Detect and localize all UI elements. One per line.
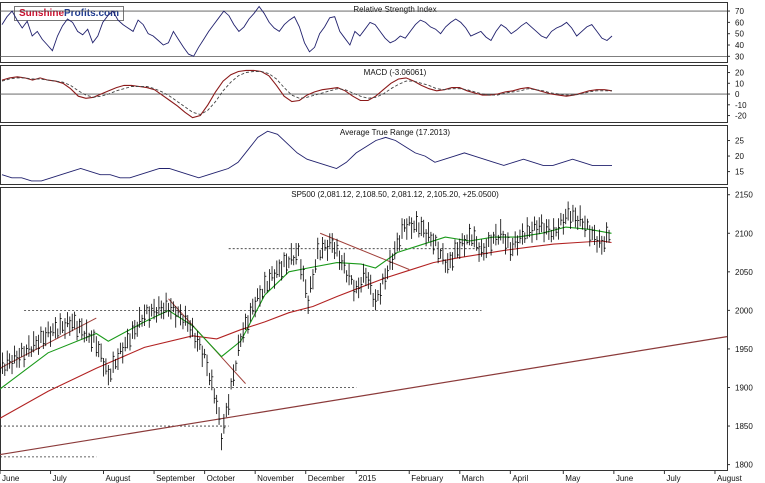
y-tick-label: 2150: [735, 191, 753, 200]
macd-signal-line: [1, 71, 612, 115]
logo-part-profits: Profits.com: [64, 8, 120, 19]
y-tick-label: 2000: [735, 306, 753, 315]
atr-line: [1, 130, 612, 182]
panel-title-atr: Average True Range (17.2013): [340, 128, 450, 137]
x-tick-label: November: [257, 474, 294, 483]
x-tick-label: May: [565, 474, 580, 483]
y-tick-label: 10: [735, 79, 744, 88]
y-tick-label: 1800: [735, 461, 753, 470]
y-tick-label: 2050: [735, 268, 753, 277]
y-tick-label: 1900: [735, 383, 753, 392]
panel-frame-rsi: [0, 2, 728, 63]
x-tick-label: October: [207, 474, 236, 483]
panel-frame-atr: [0, 125, 728, 185]
y-tick-label: 30: [735, 52, 744, 61]
macd-line: [1, 69, 613, 119]
panel-frame-sp500: [0, 187, 728, 471]
trend-line: [319, 232, 410, 270]
y-tick-label: 0: [735, 90, 740, 99]
y-tick-label: 50: [735, 30, 744, 39]
panel-title-macd: MACD (-3.06061): [364, 68, 427, 77]
logo-part-sunshine: Sunshine: [19, 8, 65, 19]
x-tick-label: June: [2, 474, 20, 483]
x-tick-label: July: [666, 474, 680, 483]
panel-title-sp500: SP500 (2,081.12, 2,108.50, 2,081.12, 2,1…: [291, 190, 499, 199]
y-tick-label: -20: [735, 112, 747, 121]
x-tick-label: July: [53, 474, 67, 483]
x-tick-label: February: [411, 474, 443, 483]
y-tick-label: 60: [735, 18, 744, 27]
trend-line: [0, 317, 97, 369]
x-tick-label: March: [462, 474, 484, 483]
moving-average-200-line: [0, 240, 612, 419]
y-tick-label: -10: [735, 101, 747, 110]
y-tick-label: 1950: [735, 345, 753, 354]
x-tick-label: June: [616, 474, 634, 483]
x-tick-label: December: [308, 474, 345, 483]
y-tick-label: 15: [735, 168, 744, 177]
panel-title-rsi: Relative Strength Index: [353, 5, 436, 14]
y-tick-label: 2100: [735, 229, 753, 238]
x-tick-label: September: [156, 474, 195, 483]
x-tick-label: 2015: [358, 474, 376, 483]
rsi-line: [1, 5, 613, 57]
y-tick-label: 20: [735, 152, 744, 161]
y-tick-label: 1850: [735, 422, 753, 431]
y-tick-label: 70: [735, 7, 744, 16]
x-tick-label: August: [717, 474, 743, 483]
x-tick-label: April: [512, 474, 528, 483]
y-tick-label: 25: [735, 137, 744, 146]
y-tick-label: 20: [735, 69, 744, 78]
y-tick-label: 40: [735, 41, 744, 50]
trend-line: [0, 336, 728, 456]
x-tick-label: August: [106, 474, 132, 483]
